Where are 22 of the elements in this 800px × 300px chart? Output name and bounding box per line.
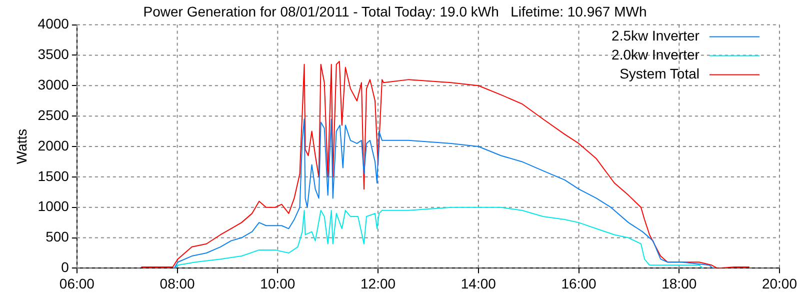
x-tick-label: 18:00 (662, 275, 697, 292)
x-tick-label: 16:00 (561, 275, 596, 292)
x-tick-label: 10:00 (260, 275, 296, 292)
legend-label: System Total (620, 66, 700, 82)
legend-label: 2.5kw Inverter (612, 28, 700, 44)
chart-title: Power Generation for 08/01/2011 - Total Today: 19.0 kWh Lifetime: 10.967 MWh (143, 3, 647, 20)
x-tick-label: 06:00 (59, 275, 95, 292)
legend-label: 2.0kw Inverter (612, 46, 700, 63)
x-tick-label: 14:00 (460, 275, 496, 292)
x-tick-label: 20:00 (762, 275, 798, 292)
y-tick-label: 0 (61, 259, 70, 276)
y-tick-label: 3500 (38, 46, 70, 62)
y-tick-label: 500 (46, 228, 70, 245)
y-tick-label: 3000 (38, 76, 70, 93)
y-axis-title: Watts (13, 128, 30, 164)
y-tick-label: 4000 (38, 16, 70, 32)
x-tick-label: 08:00 (160, 275, 196, 292)
y-tick-label: 1500 (38, 168, 70, 184)
y-tick-label: 2000 (38, 137, 70, 154)
y-tick-label: 1000 (38, 198, 70, 214)
y-tick-label: 2500 (38, 106, 70, 123)
x-tick-label: 12:00 (360, 275, 396, 292)
